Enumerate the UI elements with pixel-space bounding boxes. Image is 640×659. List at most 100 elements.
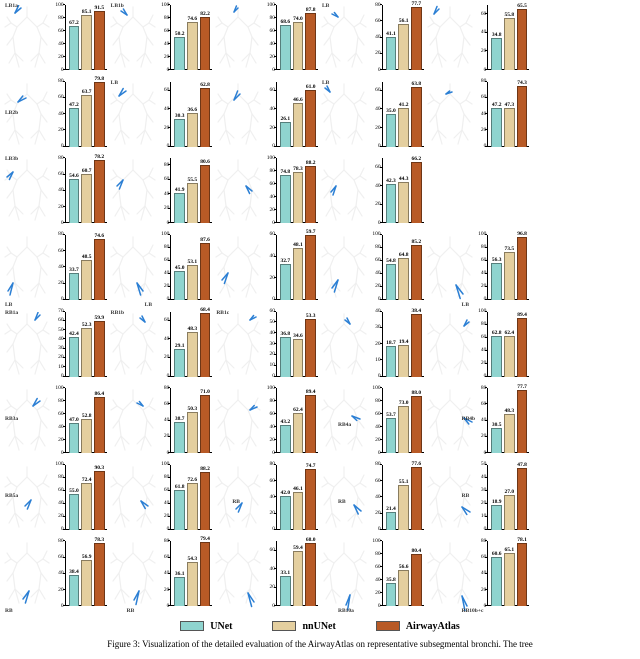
bar-value: 74.6	[188, 16, 198, 22]
bar-value: 89.4	[517, 312, 527, 318]
bar-value: 35.8	[386, 577, 396, 583]
bar-chart: 0204060 34.855.865.5	[473, 5, 529, 78]
chart-cell: 020406080100 43.262.489.4	[214, 386, 320, 463]
chart-cell: RB1b 0204060 29.148.368.4	[109, 310, 215, 387]
bar-unet: 38.7	[174, 422, 185, 453]
bar-unet: 54.8	[386, 264, 397, 300]
bar-value: 48.1	[293, 242, 303, 248]
branch-label: RB3a	[5, 416, 18, 422]
bar-value: 60.6	[492, 551, 502, 557]
highlighted-branch	[109, 465, 157, 535]
bar-nnunet: 41.2	[398, 108, 409, 146]
bar-nnunet: 48.5	[81, 260, 92, 299]
chart-cell: LB2b 020406080 47.263.779.8	[3, 80, 109, 157]
highlighted-branch	[109, 235, 157, 305]
branch-label: RB	[462, 493, 470, 499]
chart-cell: 0204060 26.146.661.0	[214, 80, 320, 157]
bar-value: 47.2	[69, 102, 79, 108]
y-axis	[276, 158, 277, 223]
bar-atlas: 96.8	[517, 237, 528, 300]
bar-nnunet: 55.5	[187, 183, 198, 223]
bar-chart: 020406080 60.665.178.1	[473, 541, 529, 614]
chart-cell: RB4a 020406080100 53.773.088.0	[320, 386, 426, 463]
bars-group: 42.344.366.2	[386, 158, 422, 223]
highlighted-branch	[426, 465, 474, 535]
bar-atlas: 74.7	[305, 469, 316, 530]
bar-value: 78.1	[517, 537, 527, 543]
bar-chart: 0204060 42.344.366.2	[368, 158, 424, 231]
highlighted-branch	[214, 388, 262, 458]
bar-value: 47.0	[69, 417, 79, 423]
y-axis	[382, 82, 383, 147]
highlighted-branch	[320, 235, 368, 305]
highlighted-branch	[109, 5, 157, 75]
bar-nnunet: 74.0	[293, 22, 304, 70]
bar-value: 71.0	[200, 389, 210, 395]
bar-unet: 62.8	[491, 336, 502, 377]
bar-value: 53.3	[306, 313, 316, 319]
chart-cell	[426, 156, 532, 233]
bar-atlas: 89.4	[517, 318, 528, 376]
bars-group: 62.862.489.4	[491, 312, 527, 377]
bar-value: 73.5	[505, 246, 515, 252]
bar-unet: 56.3	[491, 263, 502, 300]
bar-value: 56.9	[82, 554, 92, 560]
bar-unet: 42.4	[69, 337, 80, 376]
bar-atlas: 88.2	[305, 166, 316, 223]
bars-group: 35.856.680.4	[386, 541, 422, 606]
highlighted-branch	[3, 235, 51, 305]
bar-unet: 43.2	[280, 425, 291, 453]
bar-nnunet: 63.7	[81, 95, 92, 147]
bar-chart: 0204060 35.041.263.8	[368, 82, 424, 155]
chart-cell	[531, 463, 637, 540]
bar-atlas: 85.2	[411, 245, 422, 300]
bars-group: 21.455.177.6	[386, 465, 422, 530]
bar-value: 68.0	[306, 537, 316, 543]
chart-cell: RB 020406080 36.154.379.4	[109, 539, 215, 616]
bar-value: 77.7	[412, 1, 422, 7]
bar-chart: 020406080100 68.674.087.8	[262, 5, 318, 78]
highlighted-branch	[320, 158, 368, 228]
chart-cell: RB10a 020406080100 35.856.680.4	[320, 539, 426, 616]
bar-unet: 18.9	[491, 505, 502, 530]
y-axis	[276, 5, 277, 70]
bars-group: 56.3 73.596.8	[491, 235, 527, 300]
chart-cell: RB3a 020406080100 47.052.886.4	[3, 386, 109, 463]
bar-value: 90.3	[95, 465, 105, 471]
bar-chart: 020406080100 43.262.489.4	[262, 388, 318, 461]
bar-chart: 020406080100 56.373.596.8	[473, 235, 529, 308]
highlighted-branch	[426, 312, 474, 382]
branch-label: LB	[5, 302, 12, 308]
bar-nnunet: 72.6	[187, 483, 198, 530]
bar-value: 56.1	[399, 18, 409, 24]
bar-unet: 53.7	[386, 418, 397, 453]
bar-unet: 21.4	[386, 512, 397, 529]
bar-value: 29.1	[175, 343, 185, 349]
bar-value: 47.8	[517, 462, 527, 468]
bar-nnunet: 56.6	[398, 570, 409, 607]
branch-label: LB3b	[5, 156, 18, 162]
bar-value: 52.8	[82, 413, 92, 419]
chart-cell: 020406080 38.750.371.0	[109, 386, 215, 463]
highlighted-branch	[426, 388, 474, 458]
bars-group: 54.864.885.2	[386, 235, 422, 300]
bar-unet: 30.5	[491, 428, 502, 453]
bar-value: 38.4	[412, 308, 422, 314]
bar-value: 86.4	[95, 391, 105, 397]
legend-label-nnunet: nnUNet	[302, 621, 335, 632]
bar-value: 96.8	[517, 231, 527, 237]
bar-atlas: 38.4	[411, 314, 422, 376]
highlighted-branch	[3, 465, 51, 535]
highlighted-branch	[214, 541, 262, 611]
highlighted-branch	[426, 541, 474, 611]
branch-label: LB	[111, 80, 118, 86]
highlighted-branch	[109, 82, 157, 152]
bar-nnunet: 72.4	[81, 483, 92, 530]
bar-chart: 020406080 33.748.574.6	[51, 235, 107, 308]
bar-unet: 45.0	[174, 271, 185, 300]
bars-group: 68.674.087.8	[280, 5, 316, 70]
bars-group: 34.855.865.5	[491, 5, 527, 70]
bar-value: 85.2	[412, 239, 422, 245]
bars-group: 42.452.359.9	[69, 312, 105, 377]
bar-value: 61.0	[306, 84, 316, 90]
